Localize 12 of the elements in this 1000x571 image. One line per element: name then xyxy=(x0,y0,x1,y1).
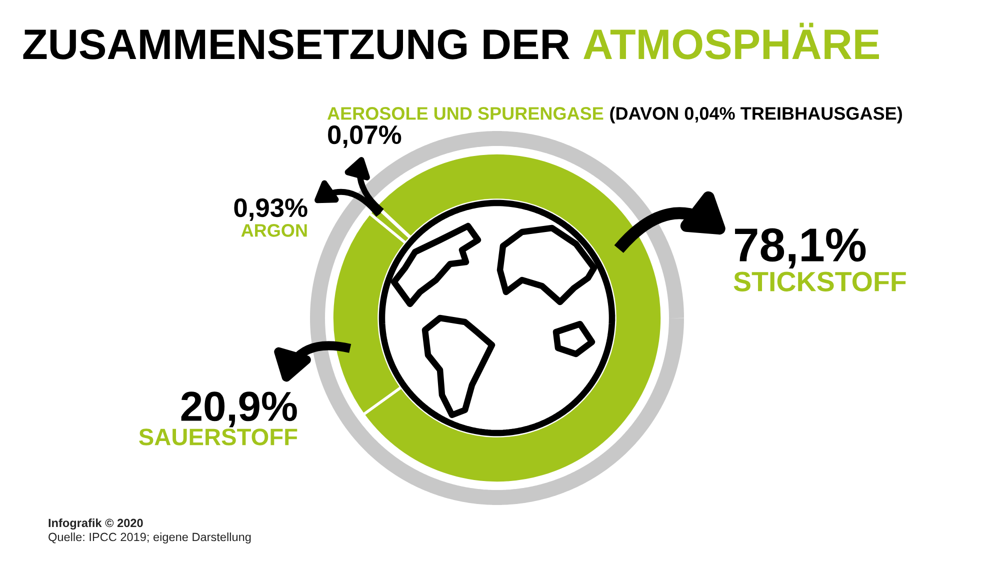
data-label: 20,9% xyxy=(181,392,297,428)
text: Infografik © 2020 xyxy=(48,518,143,530)
text: (DAVON 0,04% TREIBHAUSGASE) xyxy=(610,106,902,124)
data-label: 0,07% xyxy=(328,125,402,148)
data-label: 78,1% xyxy=(735,228,866,269)
slice-label: AEROSOLE UND SPURENGASE xyxy=(327,107,604,120)
slice-label: ARGON xyxy=(241,224,307,237)
data-label: 0,93% xyxy=(234,198,308,221)
slice-label: SAUERSTOFF xyxy=(139,428,298,446)
slice-label: STICKSTOFF xyxy=(734,272,906,292)
chart-title: ZUSAMMENSETZUNG DER ATMOSPHÄRE xyxy=(23,22,879,60)
source-note: Quelle: IPCC 2019; eigene Darstellung xyxy=(48,532,251,544)
